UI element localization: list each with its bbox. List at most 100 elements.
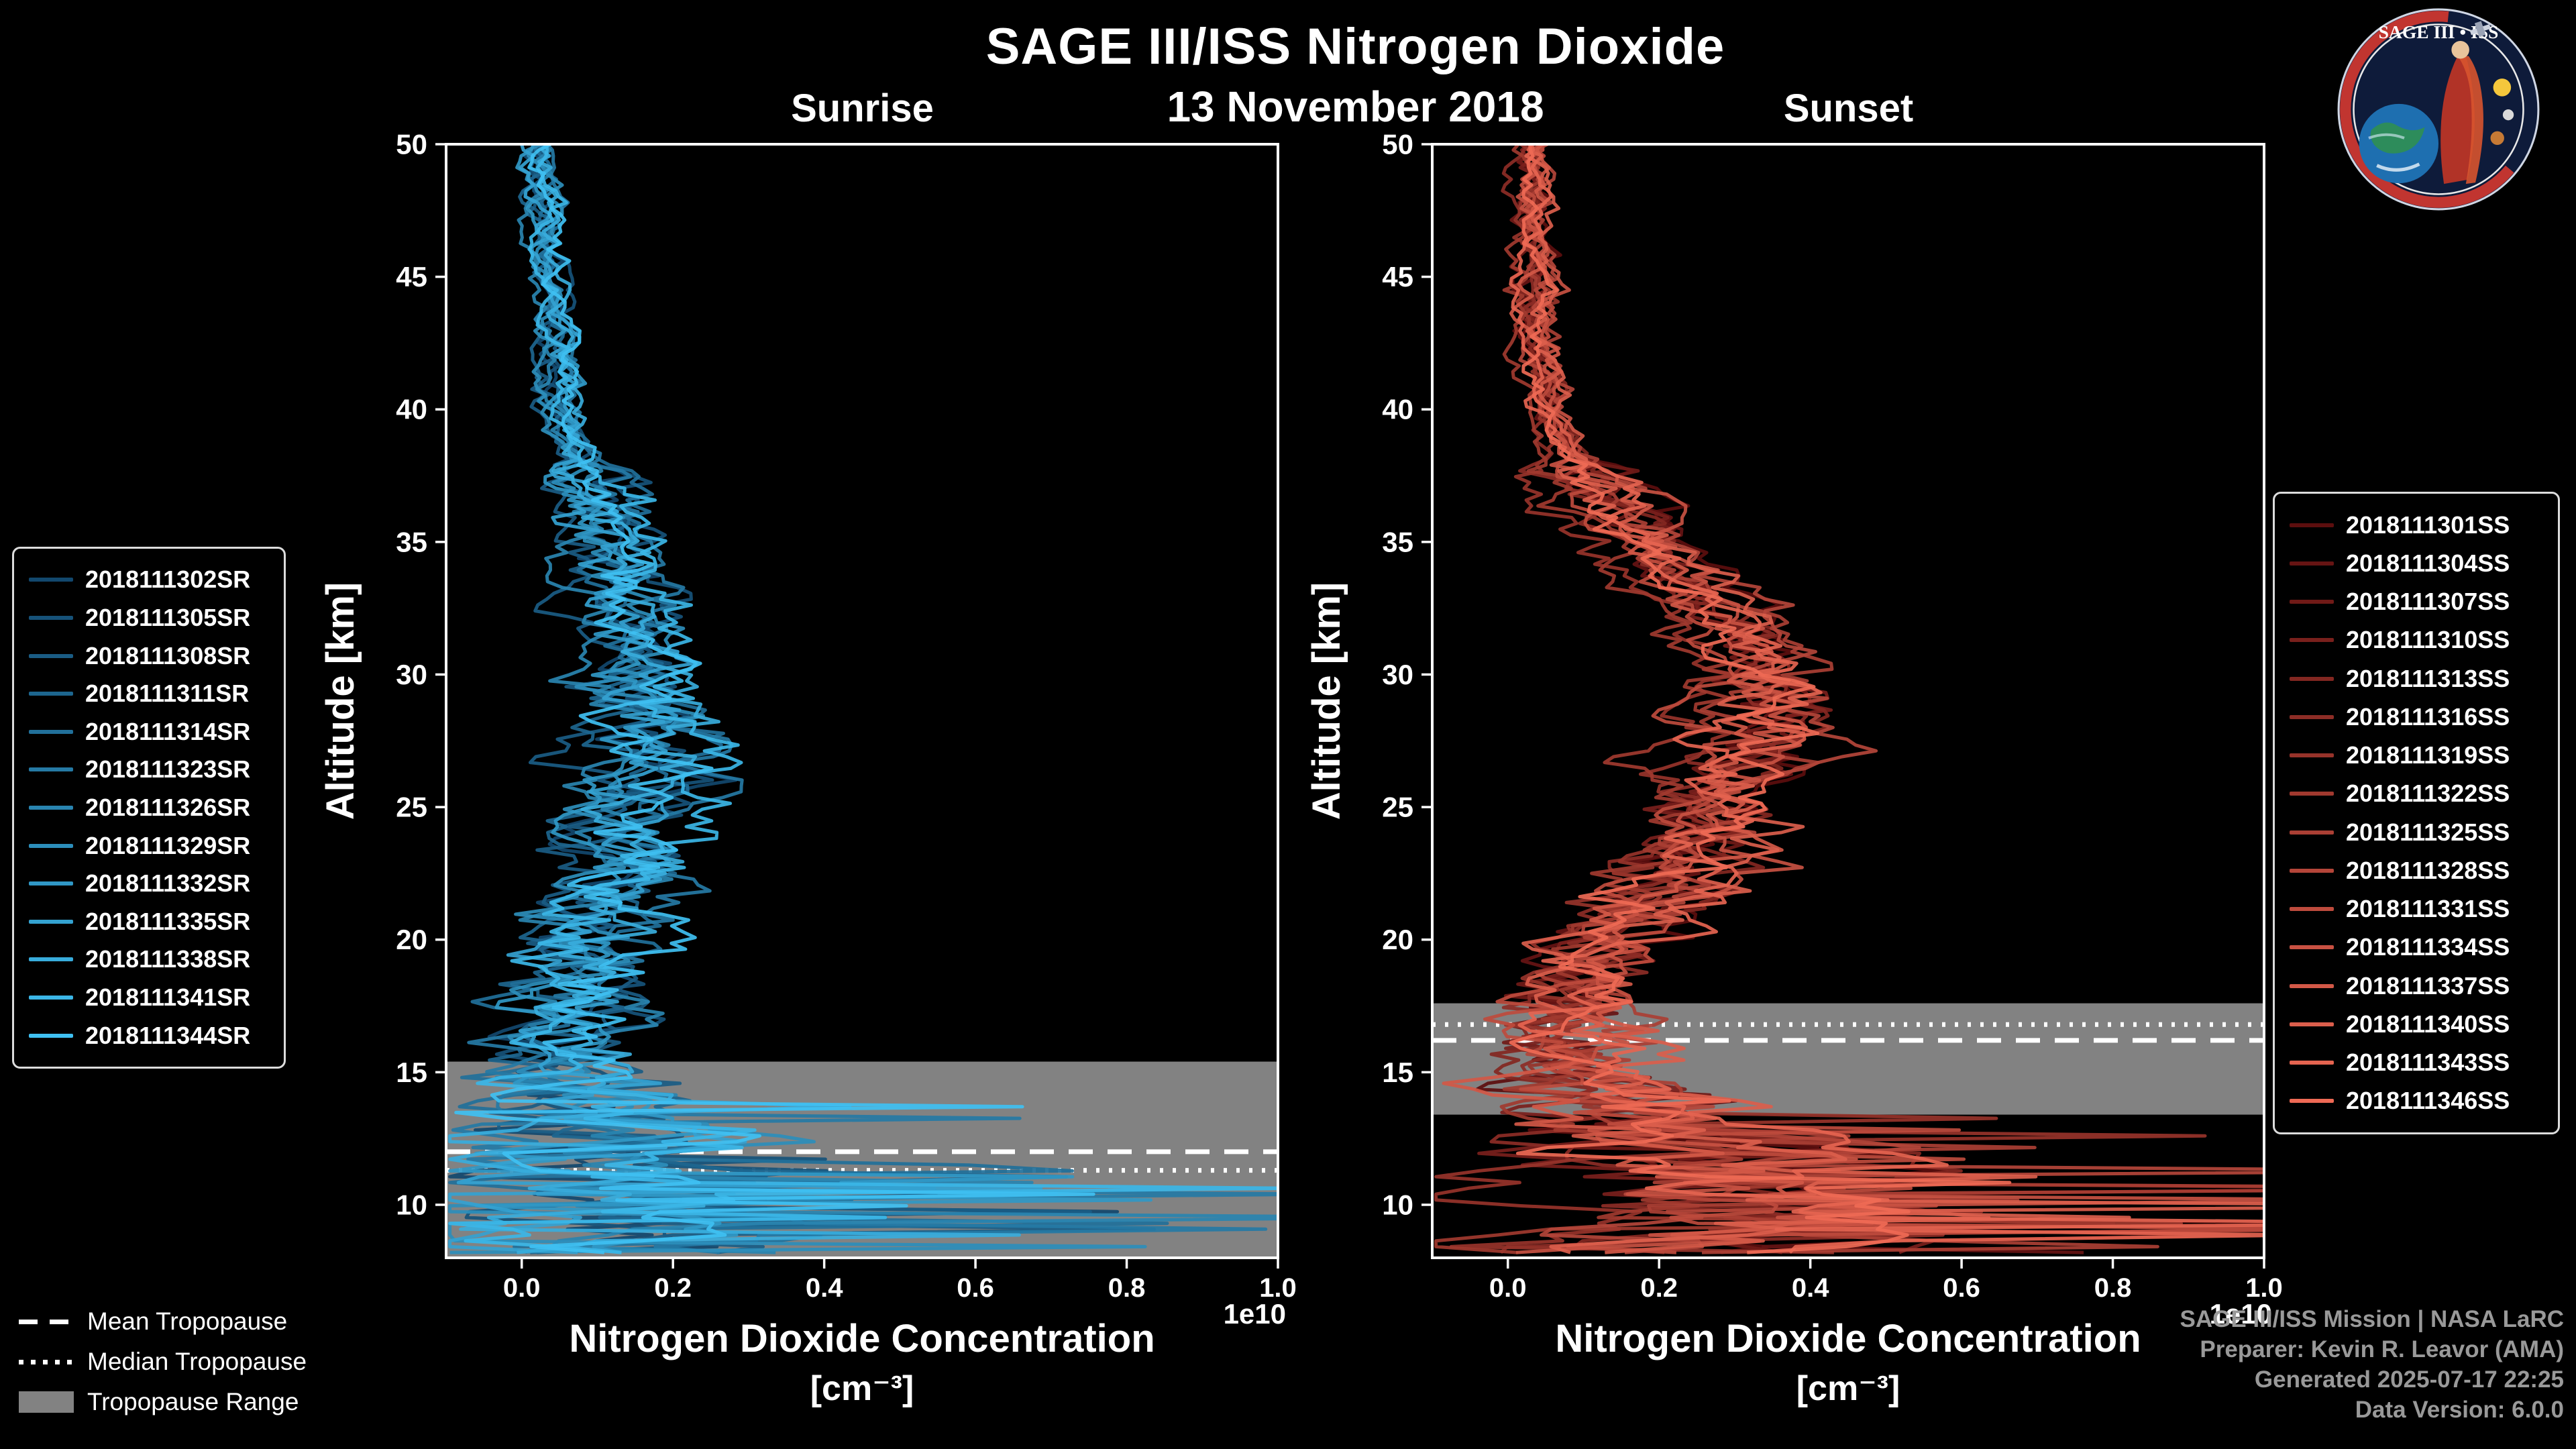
legend-label: 2018111326SR <box>85 793 251 821</box>
y-axis-label: Altitude [km] <box>1305 582 1348 820</box>
y-tick-label: 15 <box>1382 1057 1413 1088</box>
legend-item: 2018111326SR <box>29 790 269 826</box>
x-axis-offset-label: 1e10 <box>2210 1298 2272 1330</box>
legend-label: 2018111310SS <box>2346 626 2510 654</box>
mission-logo: SAGE III • ISS <box>2337 8 2540 211</box>
legend-item: 2018111311SR <box>29 676 269 712</box>
x-tick-label: 0.8 <box>2094 1273 2132 1303</box>
legend-item: 2018111346SS <box>2290 1083 2543 1119</box>
legend-label: 2018111337SS <box>2346 971 2510 1000</box>
legend-label: 2018111346SS <box>2346 1087 2510 1115</box>
y-axis-label: Altitude [km] <box>319 582 362 820</box>
dashed-line-swatch <box>19 1319 74 1324</box>
credits-line: SAGE III/ISS Mission | NASA LaRC <box>2180 1306 2564 1332</box>
legend-line-swatch <box>2290 868 2334 873</box>
legend-item: 2018111340SS <box>2290 1006 2543 1042</box>
legend-item: 2018111304SS <box>2290 545 2543 582</box>
legend-label: 2018111331SS <box>2346 895 2510 923</box>
legend-label: 2018111323SR <box>85 755 251 784</box>
legend-line-swatch <box>29 805 73 810</box>
figure-date: 13 November 2018 <box>1167 83 1544 131</box>
legend-item: 2018111313SS <box>2290 661 2543 697</box>
tropopause-legend-label: Tropopause Range <box>87 1388 299 1415</box>
x-axis-label: Nitrogen Dioxide Concentration <box>1555 1317 2141 1360</box>
legend-line-swatch <box>29 1033 73 1038</box>
x-tick-label: 0.0 <box>1489 1273 1527 1303</box>
moon-icon <box>2502 109 2514 121</box>
legend-label: 2018111325SS <box>2346 818 2510 846</box>
legend-item: 2018111322SS <box>2290 775 2543 812</box>
y-tick-label: 20 <box>396 924 427 955</box>
legend-item: 2018111331SS <box>2290 891 2543 927</box>
legend-line-swatch <box>2290 753 2334 758</box>
x-tick-label: 0.4 <box>1792 1273 1829 1303</box>
profile-line <box>448 144 1043 1254</box>
legend-item: 2018111335SR <box>29 904 269 940</box>
dotted-line-swatch <box>19 1359 74 1364</box>
tropopause-legend-row: Mean Tropopause <box>19 1307 307 1336</box>
legend-item: 2018111319SS <box>2290 737 2543 773</box>
legend-item: 2018111344SR <box>29 1018 269 1054</box>
y-tick-label: 35 <box>396 526 427 557</box>
legend-item: 2018111307SS <box>2290 584 2543 620</box>
x-axis-label: Nitrogen Dioxide Concentration <box>569 1317 1155 1360</box>
logo-red-ring <box>2340 11 2537 208</box>
legend-line-swatch <box>29 881 73 886</box>
figure-title: SAGE III/ISS Nitrogen Dioxide <box>985 18 1725 75</box>
panel-title-sunset: Sunset <box>1783 87 1914 130</box>
legend-line-swatch <box>29 729 73 734</box>
legend-line-swatch <box>2290 638 2334 643</box>
legend-line-swatch <box>2290 600 2334 604</box>
satellite-icon <box>2469 21 2491 37</box>
y-tick-label: 50 <box>1382 129 1413 160</box>
legend-line-swatch <box>2290 792 2334 796</box>
y-tick-label: 35 <box>1382 526 1413 557</box>
legend-line-swatch <box>2290 907 2334 912</box>
legend-label: 2018111316SS <box>2346 702 2510 731</box>
y-tick-label: 30 <box>1382 659 1413 690</box>
legend-item: 2018111316SS <box>2290 699 2543 735</box>
legend-line-swatch <box>2290 523 2334 527</box>
credits-line: Data Version: 6.0.0 <box>2355 1397 2564 1423</box>
y-tick-label: 20 <box>1382 924 1413 955</box>
legend-label: 2018111311SR <box>85 680 250 708</box>
robed-figure <box>2440 41 2483 184</box>
tropopause-legend: Mean Tropopause Median Tropopause Tropop… <box>19 1307 307 1417</box>
x-tick-label: 0.2 <box>1640 1273 1678 1303</box>
legend-line-swatch <box>2290 983 2334 988</box>
logo-inner-ring <box>2353 23 2524 195</box>
legend-line-swatch <box>2290 561 2334 566</box>
y-tick-label: 40 <box>1382 394 1413 425</box>
legend-line-swatch <box>2290 1022 2334 1026</box>
y-tick-label: 40 <box>396 394 427 425</box>
legend-item: 2018111334SS <box>2290 929 2543 965</box>
y-tick-label: 25 <box>396 792 427 823</box>
legend-label: 2018111334SS <box>2346 933 2510 961</box>
legend-label: 2018111340SS <box>2346 1010 2510 1038</box>
legend-label: 2018111328SS <box>2346 856 2510 884</box>
legend-line-swatch <box>29 653 73 658</box>
y-tick-label: 10 <box>396 1189 427 1220</box>
legend-line-swatch <box>29 692 73 696</box>
legend-label: 2018111343SS <box>2346 1049 2510 1077</box>
legend-item: 2018111301SS <box>2290 507 2543 543</box>
legend-label: 2018111314SR <box>85 717 251 745</box>
legend-item: 2018111302SR <box>29 561 269 598</box>
legend-line-swatch <box>29 957 73 962</box>
x-tick-label: 0.4 <box>806 1273 843 1303</box>
profile-line <box>1509 144 2012 1254</box>
legend-item: 2018111337SS <box>2290 968 2543 1004</box>
profile-line <box>454 144 1095 1254</box>
legend-item: 2018111338SR <box>29 941 269 977</box>
legend-item: 2018111314SR <box>29 714 269 750</box>
x-axis-offset-label: 1e10 <box>1224 1298 1286 1330</box>
legend-item: 2018111341SR <box>29 979 269 1016</box>
x-tick-label: 0.2 <box>654 1273 692 1303</box>
legend-line-swatch <box>2290 714 2334 719</box>
legend-label: 2018111307SS <box>2346 588 2510 616</box>
y-tick-label: 45 <box>1382 261 1413 292</box>
legend-item: 2018111343SS <box>2290 1044 2543 1081</box>
legend-sunrise: 2018111302SR 2018111305SR 2018111308SR 2018… <box>12 547 286 1069</box>
legend-line-swatch <box>2290 1061 2334 1065</box>
